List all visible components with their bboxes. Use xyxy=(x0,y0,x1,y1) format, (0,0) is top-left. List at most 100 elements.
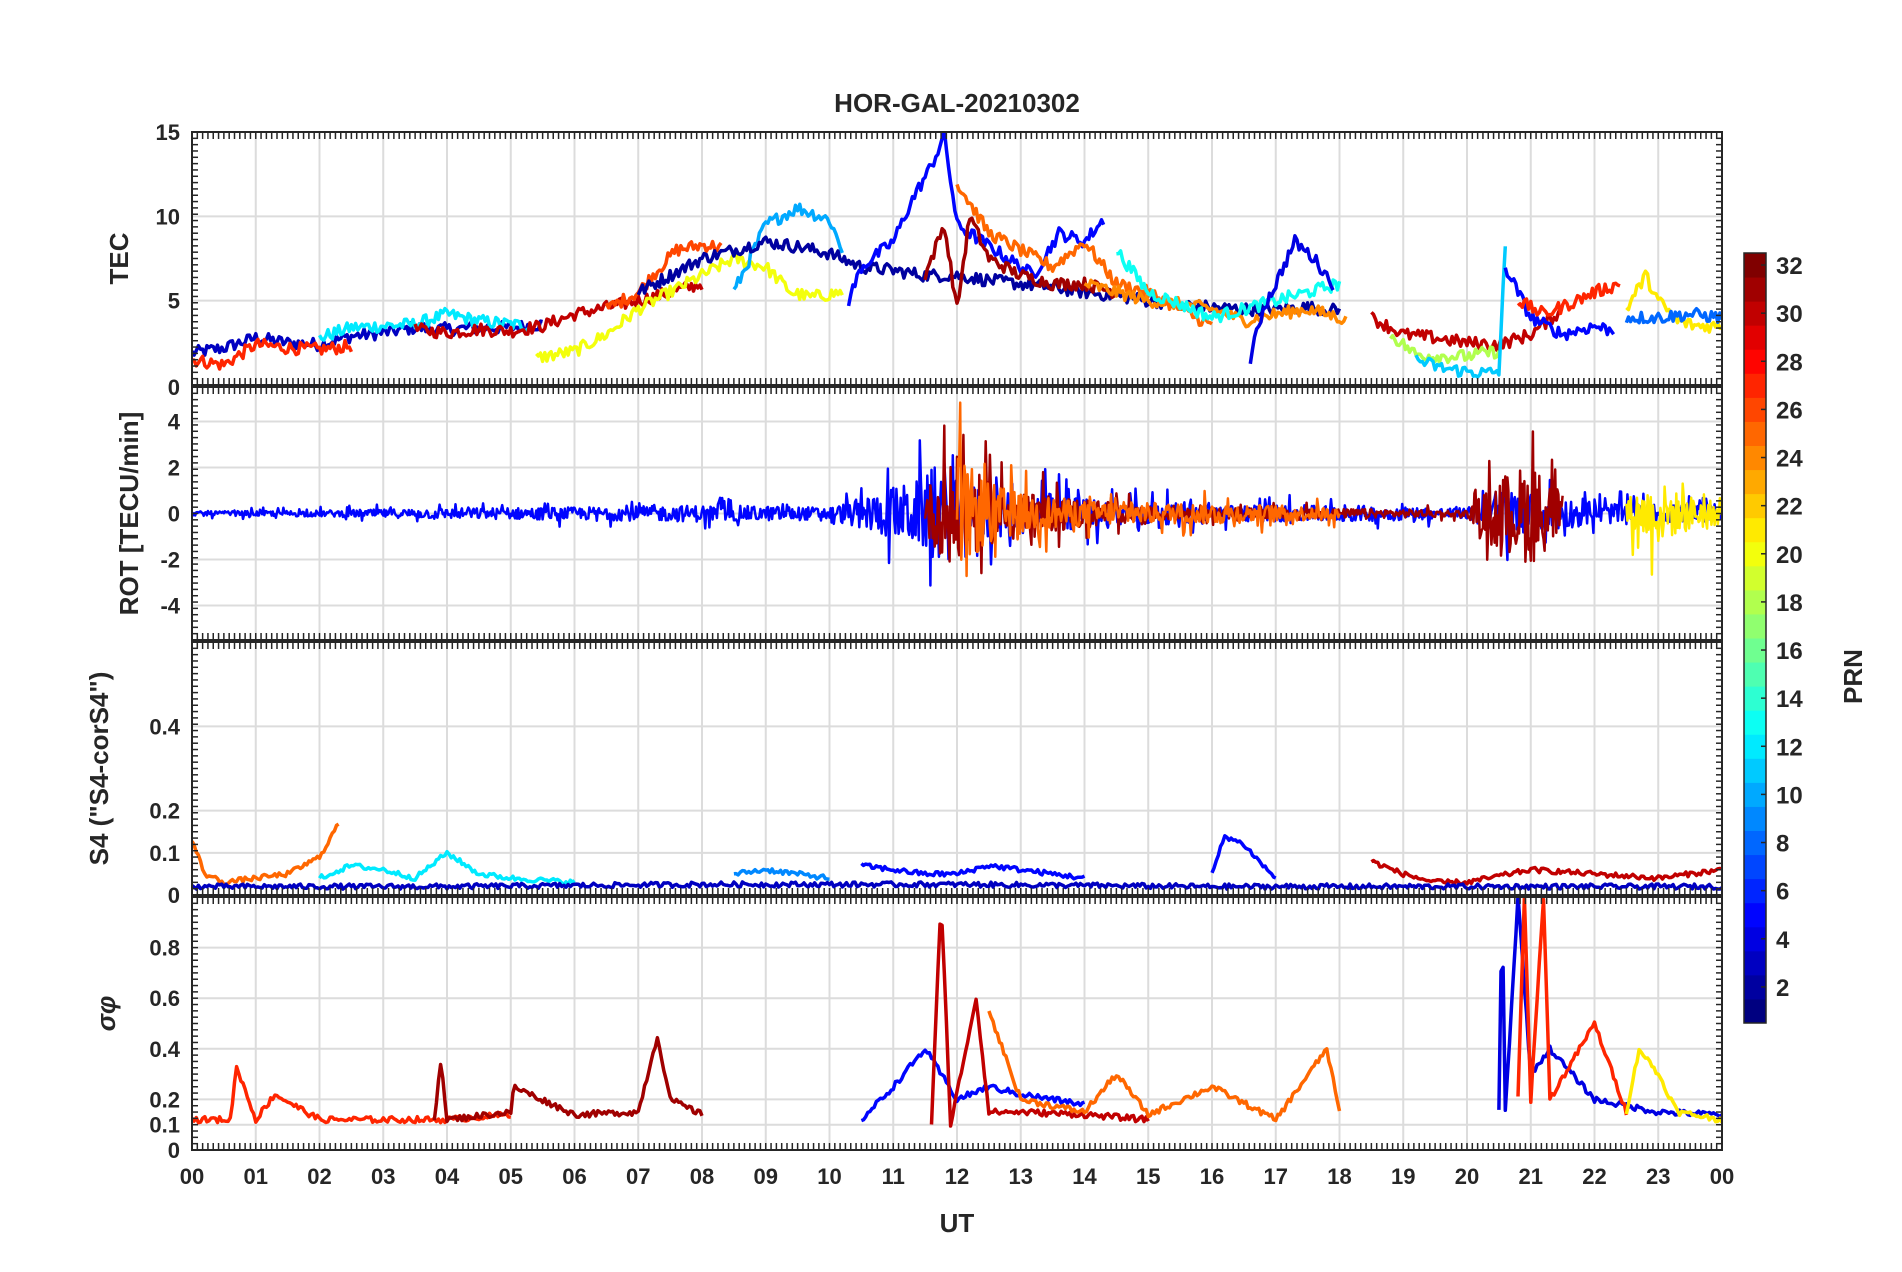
series-prn-11 xyxy=(1414,246,1508,379)
panel-minor-ticks xyxy=(191,386,1723,641)
colorbar-tick-label: 24 xyxy=(1776,446,1803,473)
y-tick-label: 5 xyxy=(168,289,180,314)
colorbar-segment xyxy=(1744,421,1766,446)
colorbar-segment xyxy=(1744,854,1766,880)
series-prn-5 xyxy=(1210,834,1277,880)
colorbar-segment xyxy=(1744,902,1766,928)
series-prn-31 xyxy=(923,216,1118,305)
y-tick-label: 0.4 xyxy=(149,714,180,739)
colorbar-segment xyxy=(1744,541,1766,567)
colorbar-segment xyxy=(1744,950,1766,976)
x-tick-label: 15 xyxy=(1136,1164,1160,1189)
colorbar-segment xyxy=(1744,469,1766,495)
x-tick-label: 05 xyxy=(499,1164,523,1189)
colorbar-segment xyxy=(1744,493,1766,519)
y-tick-label: 4 xyxy=(168,410,181,435)
y-tick-label: 0 xyxy=(168,1138,180,1163)
colorbar-segment xyxy=(1744,686,1766,711)
y-tick-label: 15 xyxy=(156,120,180,145)
y-axis-label: σφ xyxy=(91,996,121,1032)
y-tick-label: 0.6 xyxy=(149,986,180,1011)
x-axis-label: UT xyxy=(940,1208,975,1238)
series-prn-31 xyxy=(432,1035,704,1124)
series-prn-30 xyxy=(929,922,1150,1128)
panel-series xyxy=(192,132,1722,379)
y-tick-label: 0 xyxy=(168,502,180,527)
colorbar-segment xyxy=(1744,373,1766,398)
colorbar-segment xyxy=(1744,758,1766,783)
colorbar-segment xyxy=(1744,445,1766,471)
colorbar-segment xyxy=(1744,277,1766,302)
series-prn-30 xyxy=(1370,858,1722,887)
colorbar-label: PRN xyxy=(1838,649,1868,704)
y-tick-label: 0.1 xyxy=(149,841,180,866)
x-tick-label: 19 xyxy=(1391,1164,1415,1189)
colorbar-tick-label: 14 xyxy=(1776,686,1803,713)
colorbar-segment xyxy=(1744,734,1766,759)
x-tick-label: 00 xyxy=(180,1164,204,1189)
colorbar-segment xyxy=(1744,830,1766,856)
colorbar-tick-label: 8 xyxy=(1776,831,1789,858)
x-tick-label: 08 xyxy=(690,1164,714,1189)
panel-sigma: 00.10.2 0.4 0.6 0.8 σφ 00 01 02 03 04 05 06 07 08 09 10… xyxy=(91,896,1734,1189)
colorbar-tick-label: 6 xyxy=(1776,879,1789,906)
series-prn-20 xyxy=(535,251,844,364)
colorbar-tick-label: 22 xyxy=(1776,494,1803,521)
panel-minor-ticks xyxy=(191,896,1723,1151)
panel-tec: 5 10 15 TEC xyxy=(104,120,1723,386)
colorbar-segment xyxy=(1744,589,1766,615)
x-tick-label: 09 xyxy=(754,1164,778,1189)
series-prn-26 xyxy=(604,239,723,310)
x-tick-label: 00 xyxy=(1710,1164,1734,1189)
colorbar-tick-label: 10 xyxy=(1776,782,1803,809)
y-axis-label: ROT [TECU/min] xyxy=(114,412,144,616)
colorbar-segment xyxy=(1744,253,1766,278)
colorbar-tick-label: 20 xyxy=(1776,542,1803,569)
y-tick-label: 10 xyxy=(156,204,180,229)
colorbar-tick-label: 2 xyxy=(1776,975,1789,1002)
y-tick-label: 0.2 xyxy=(149,799,180,824)
x-tick-label: 10 xyxy=(817,1164,841,1189)
panel-series xyxy=(192,897,1722,1128)
colorbar-segment xyxy=(1744,806,1766,831)
series-prn-25 xyxy=(192,822,340,887)
x-tick-label: 14 xyxy=(1072,1164,1097,1189)
panel-minor-ticks xyxy=(191,641,1723,896)
colorbar-segment xyxy=(1744,301,1766,326)
colorbar-segment xyxy=(1744,974,1766,1000)
colorbar-segment xyxy=(1744,662,1766,687)
series-prn-12 xyxy=(317,306,531,342)
panel-s4: 0 0.1 0.2 0.4 S4 ("S4-corS4") xyxy=(84,641,1723,908)
colorbar-tick-label: 32 xyxy=(1776,253,1803,280)
x-tick-label: 06 xyxy=(562,1164,586,1189)
x-tick-label: 13 xyxy=(1009,1164,1033,1189)
x-tick-label: 07 xyxy=(626,1164,650,1189)
colorbar-segment xyxy=(1744,349,1766,374)
series-prn-2 xyxy=(636,235,1342,318)
colorbar-tick-label: 26 xyxy=(1776,397,1803,424)
series-prn-5 xyxy=(860,1048,1086,1123)
x-tick-label: 18 xyxy=(1327,1164,1351,1189)
series-prn-24 xyxy=(1083,278,1348,329)
colorbar-segment xyxy=(1744,710,1766,735)
series-prn-5 xyxy=(1503,267,1616,342)
colorbar-tick-label: 16 xyxy=(1776,638,1803,665)
panel-minor-ticks xyxy=(191,131,1723,386)
series-prn-13 xyxy=(1116,249,1342,324)
colorbar-segment xyxy=(1744,638,1766,663)
y-tick-label: 0.2 xyxy=(149,1087,180,1112)
x-tick-label: 17 xyxy=(1264,1164,1288,1189)
colorbar-segment xyxy=(1744,613,1766,639)
x-tick-label: 20 xyxy=(1455,1164,1479,1189)
series-prn-21 xyxy=(1625,482,1722,576)
x-tick-label: 22 xyxy=(1582,1164,1606,1189)
series-prn-8 xyxy=(1624,306,1722,325)
panel-series xyxy=(192,401,1722,587)
x-tick-label: 02 xyxy=(307,1164,331,1189)
colorbar-segment xyxy=(1744,926,1766,952)
series-prn-12 xyxy=(318,849,576,887)
colorbar-segment xyxy=(1744,998,1766,1024)
colorbar-segment xyxy=(1744,397,1766,422)
